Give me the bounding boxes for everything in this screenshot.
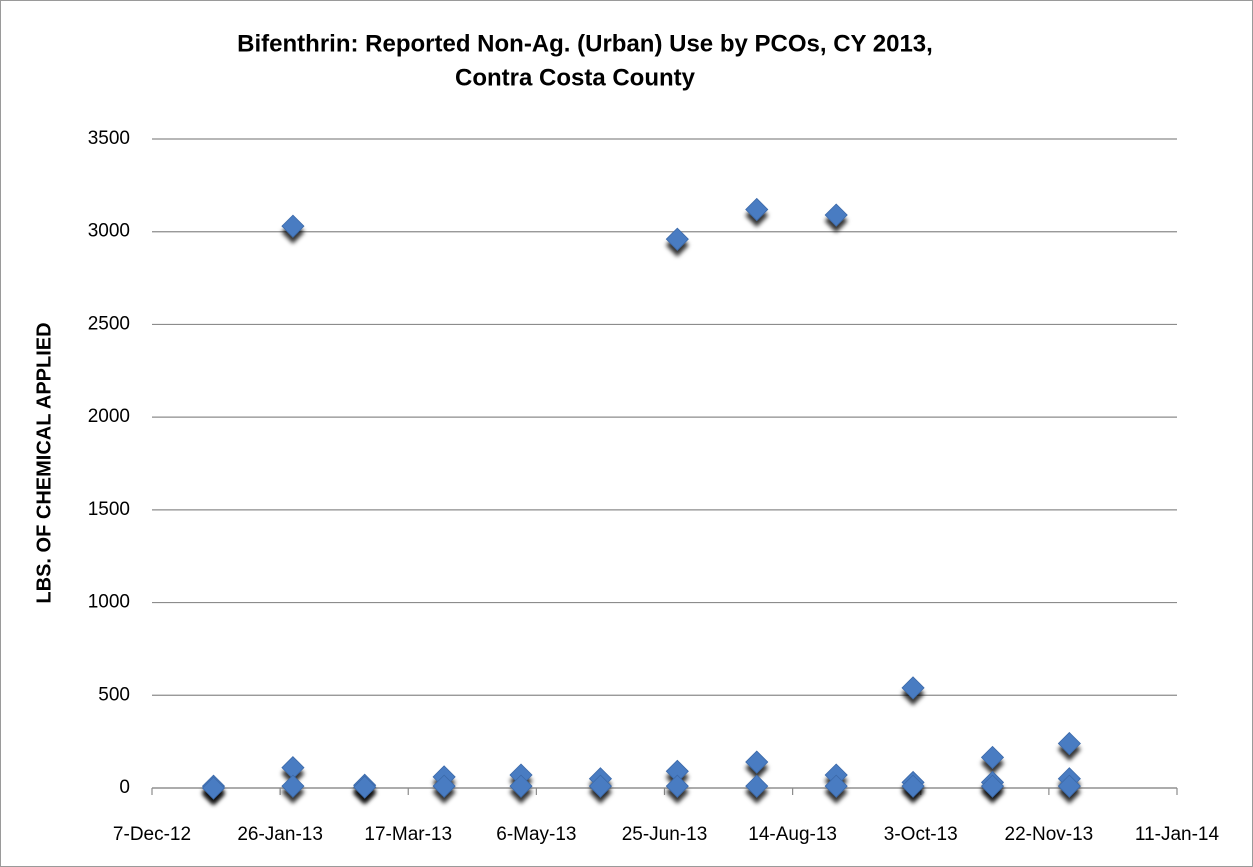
x-tick-label: 6-May-13 [496,824,576,845]
chart-title: Contra Costa County [455,64,696,91]
point [901,774,925,798]
x-tick-label: 11-Jan-14 [1135,824,1220,845]
point [353,775,377,799]
x-tick-label: 17-Mar-13 [364,824,452,845]
point [824,774,848,798]
y-tick-label: 3000 [88,221,130,242]
point [1057,731,1081,756]
point [745,197,769,222]
point [201,776,226,800]
y-axis-label: LBS. OF CHEMICAL APPLIED [33,322,55,603]
x-tick-label: 22-Nov-13 [1005,824,1094,845]
chart-title: Bifenthrin: Reported Non-Ag. (Urban) Use… [237,30,933,57]
point [745,750,769,774]
y-tick-label: 0 [119,777,130,798]
x-tick-label: 26-Jan-13 [237,824,323,845]
point [1057,774,1081,798]
y-tick-label: 1500 [88,499,130,520]
point [980,774,1005,798]
y-tick-label: 3500 [88,128,130,149]
y-tick-label: 2000 [88,406,130,427]
x-tick-label: 3-Oct-13 [884,824,958,845]
point [665,774,689,798]
point [509,774,533,798]
point [432,774,456,798]
point [665,227,689,251]
point [281,214,305,238]
x-tick-label: 14-Aug-13 [748,824,837,845]
point [824,203,848,227]
point [901,676,925,700]
x-tick-label: 25-Jun-13 [622,824,708,845]
y-tick-label: 2500 [88,313,130,334]
point [588,774,613,798]
y-tick-label: 1000 [88,592,130,613]
x-tick-label: 7-Dec-12 [113,824,191,845]
point [980,745,1005,769]
point [281,774,305,798]
y-tick-label: 500 [98,684,130,705]
point [745,774,769,798]
